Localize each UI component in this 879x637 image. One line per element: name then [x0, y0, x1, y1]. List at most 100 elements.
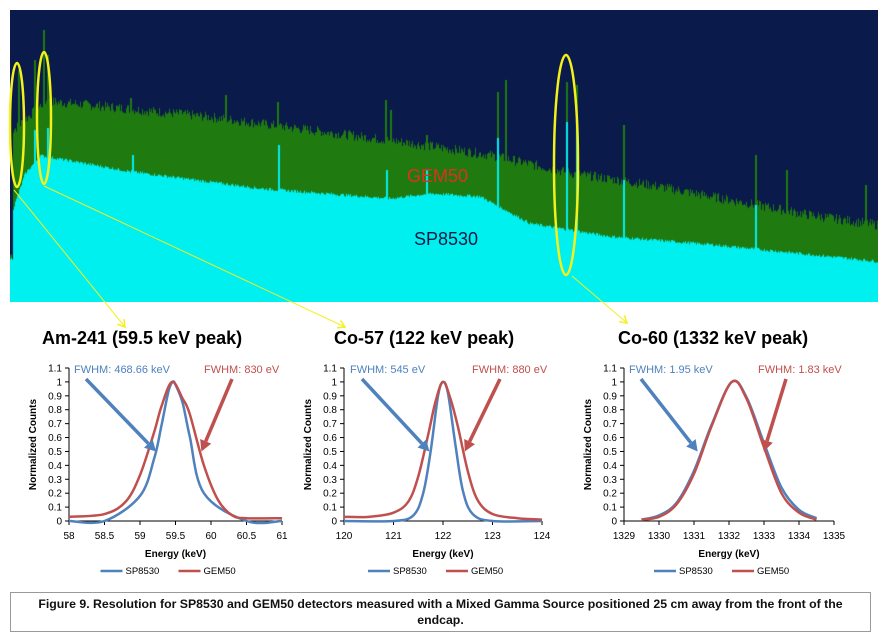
mixed-gamma-spectrum — [10, 10, 878, 302]
y-tick-label: 0.8 — [323, 405, 337, 416]
x-tick-label: 1331 — [683, 531, 706, 542]
figure-caption-box: Figure 9. Resolution for SP8530 and GEM5… — [10, 592, 871, 632]
y-axis-label: Normalized Counts — [28, 399, 39, 491]
y-axis-label: Normalized Counts — [303, 399, 314, 491]
y-tick-label: 0.7 — [48, 419, 62, 430]
x-tick-label: 1329 — [613, 531, 636, 542]
legend-label-sp8530: SP8530 — [679, 566, 713, 577]
x-tick-label: 59.5 — [166, 531, 186, 542]
legend-label-sp8530: SP8530 — [393, 566, 427, 577]
y-tick-label: 0.3 — [48, 475, 62, 486]
co57-peak-chart: Co-57 (122 keV peak) 0 0.1 0.2 0.3 0.4 0.5 0.6… — [292, 310, 554, 588]
y-tick-label: 0.4 — [323, 461, 337, 472]
x-tick-label: 60 — [205, 531, 217, 542]
chart-title: Am-241 (59.5 keV peak) — [42, 328, 243, 348]
y-tick-label: 0.6 — [323, 433, 337, 444]
fwhm-arrow-head — [417, 439, 430, 452]
x-tick-label: 1332 — [718, 531, 741, 542]
fwhm-annotation: FWHM: 880 eV — [472, 364, 548, 376]
y-tick-label: 0.8 — [603, 405, 617, 416]
sp8530-series-line — [641, 379, 818, 521]
legend-label-gem50: GEM50 — [471, 566, 503, 577]
x-tick-label: 123 — [484, 531, 501, 542]
y-tick-label: 0.2 — [48, 489, 62, 500]
fwhm-arrow-head — [144, 439, 156, 452]
x-tick-label: 121 — [385, 531, 402, 542]
y-tick-label: 0.9 — [323, 391, 337, 402]
x-tick-label: 58 — [63, 531, 75, 542]
x-axis-label: Energy (keV) — [698, 549, 759, 560]
fwhm-arrow-head — [686, 439, 698, 452]
figure-caption: Figure 9. Resolution for SP8530 and GEM5… — [38, 597, 843, 627]
y-tick-label: 0.4 — [603, 461, 617, 472]
x-tick-label: 1334 — [788, 531, 811, 542]
x-tick-label: 1330 — [648, 531, 671, 542]
y-tick-label: 0.6 — [48, 433, 62, 444]
fwhm-arrow-head — [200, 438, 212, 452]
x-axis-label: Energy (keV) — [145, 549, 206, 560]
fwhm-annotation: FWHM: 830 eV — [204, 364, 280, 376]
y-tick-label: 0.1 — [603, 503, 617, 514]
y-tick-label: 0.1 — [323, 503, 337, 514]
x-tick-label: 59 — [134, 531, 146, 542]
legend-label-sp8530: SP8530 — [126, 566, 160, 577]
x-axis-label: Energy (keV) — [412, 549, 473, 560]
gem50-spectrum-label: GEM50 — [407, 166, 469, 186]
legend-label-gem50: GEM50 — [204, 566, 236, 577]
y-axis-label: Normalized Counts — [583, 399, 594, 491]
y-tick-label: 1.1 — [48, 364, 62, 375]
fwhm-annotation: FWHM: 1.95 keV — [629, 364, 713, 376]
gem50-series-line — [68, 380, 283, 520]
y-tick-label: 1 — [611, 377, 617, 388]
am241-plot: 0 0.1 0.2 0.3 0.4 0.5 0.6 0.7 0.8 0.9 1 1.1 58 58.5 59… — [28, 364, 288, 578]
sp8530-spectrum-label: SP8530 — [414, 229, 479, 249]
y-tick-label: 0.8 — [48, 405, 62, 416]
y-tick-label: 0.3 — [603, 475, 617, 486]
y-tick-label: 0.2 — [603, 489, 617, 500]
fwhm-arrow-head — [761, 439, 773, 452]
y-tick-label: 0.7 — [323, 419, 337, 430]
co60-plot: 0 0.1 0.2 0.3 0.4 0.5 0.6 0.7 0.8 0.9 1 1.1 1329 1330… — [583, 364, 846, 578]
fwhm-annotation: FWHM: 545 eV — [350, 364, 426, 376]
x-tick-label: 61 — [276, 531, 288, 542]
chart-title: Co-60 (1332 keV peak) — [618, 328, 809, 348]
x-tick-label: 60.5 — [237, 531, 257, 542]
y-tick-label: 0.5 — [603, 447, 617, 458]
x-tick-label: 1335 — [823, 531, 846, 542]
sp8530-series-line — [68, 380, 283, 525]
gem50-series-line — [641, 379, 817, 521]
fwhm-annotation: FWHM: 1.83 keV — [758, 364, 842, 376]
fwhm-annotation: FWHM: 468.66 keV — [74, 364, 171, 376]
x-tick-label: 124 — [534, 531, 551, 542]
y-tick-label: 0.2 — [323, 489, 337, 500]
y-tick-label: 0.7 — [603, 419, 617, 430]
fwhm-arrow-shaft — [468, 378, 502, 443]
y-tick-label: 1 — [56, 377, 62, 388]
y-tick-label: 0 — [611, 517, 617, 528]
co57-plot: 0 0.1 0.2 0.3 0.4 0.5 0.6 0.7 0.8 0.9 1 1.1 120 121 12… — [303, 364, 551, 578]
fwhm-arrow-shaft — [639, 377, 693, 444]
x-tick-label: 1333 — [753, 531, 776, 542]
y-tick-label: 0.9 — [603, 391, 617, 402]
x-tick-label: 58.5 — [95, 531, 115, 542]
fwhm-arrow-head — [464, 438, 475, 452]
x-tick-label: 122 — [435, 531, 452, 542]
fwhm-arrow-shaft — [360, 377, 424, 445]
y-tick-label: 0.1 — [48, 503, 62, 514]
am241-peak-chart: Am-241 (59.5 keV peak) 0 0.1 0.2 0.3 0.4 0.5 0… — [12, 310, 290, 588]
fwhm-arrow-shaft — [765, 378, 788, 442]
y-tick-label: 0.3 — [323, 475, 337, 486]
legend-label-gem50: GEM50 — [757, 566, 789, 577]
y-tick-label: 1.1 — [603, 364, 617, 375]
y-tick-label: 0 — [56, 517, 62, 528]
y-tick-label: 0.5 — [323, 447, 337, 458]
fwhm-arrow-shaft — [204, 378, 234, 443]
x-tick-label: 120 — [336, 531, 353, 542]
gem50-series-line — [343, 380, 543, 521]
fwhm-arrow-shaft — [84, 377, 150, 445]
y-tick-label: 0.4 — [48, 461, 62, 472]
y-tick-label: 0.5 — [48, 447, 62, 458]
y-tick-label: 1 — [331, 377, 337, 388]
y-tick-label: 0.9 — [48, 391, 62, 402]
y-tick-label: 0.6 — [603, 433, 617, 444]
